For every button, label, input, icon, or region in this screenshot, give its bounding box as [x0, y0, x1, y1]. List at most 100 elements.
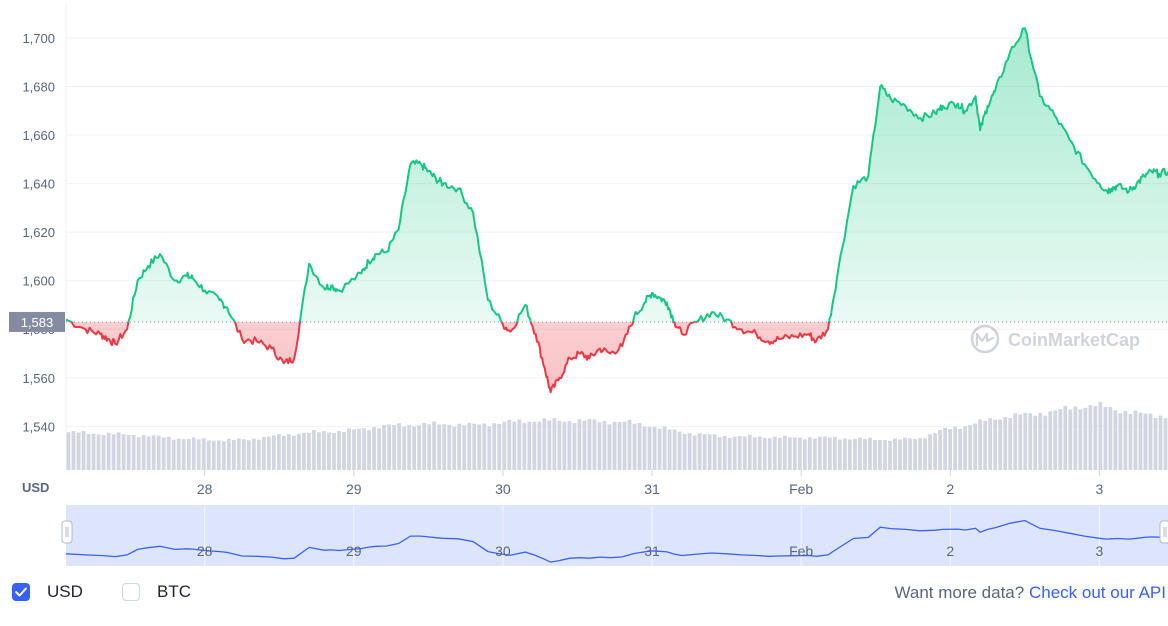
- x-tick-label: 3: [1096, 481, 1104, 497]
- volume-bar: [427, 424, 432, 470]
- volume-bar: [161, 437, 166, 470]
- volume-bar: [507, 419, 512, 470]
- price-chart[interactable]: CoinMarketCap 1,5401,5601,5801,6001,6201…: [0, 0, 1168, 570]
- volume-bar: [802, 439, 807, 470]
- volume-bar: [868, 437, 872, 470]
- volume-bar: [146, 436, 151, 470]
- volume-bar: [878, 439, 882, 470]
- volume-bar: [958, 428, 963, 470]
- volume-bar: [567, 420, 572, 470]
- volume-bar: [307, 432, 311, 470]
- price-chart-svg[interactable]: CoinMarketCap 1,5401,5601,5801,6001,6201…: [0, 0, 1168, 570]
- volume-bar: [883, 440, 887, 470]
- btc-checkbox[interactable]: [122, 583, 140, 601]
- volume-bar: [91, 433, 96, 470]
- volume-bar: [587, 418, 592, 470]
- range-navigator[interactable]: 28 29 30 31 Feb 2 3: [61, 505, 1168, 566]
- navigator-right-handle[interactable]: [1159, 520, 1168, 544]
- navigator-tick-label: 2: [946, 543, 954, 559]
- volume-bar: [1023, 412, 1028, 470]
- volume-bar: [1113, 410, 1118, 470]
- volume-bar: [1158, 415, 1163, 470]
- usd-toggle[interactable]: USD: [12, 582, 83, 602]
- usd-checkbox[interactable]: [12, 583, 30, 601]
- volume-bar: [742, 436, 747, 470]
- volume-bar: [126, 435, 131, 470]
- volume-bar: [131, 434, 136, 470]
- price-area: [66, 28, 1168, 393]
- volume-bar: [151, 435, 156, 470]
- btc-toggle[interactable]: BTC: [122, 582, 191, 602]
- volume-bar: [1063, 406, 1068, 470]
- volume-bar: [858, 437, 862, 470]
- volume-bar: [327, 432, 331, 470]
- volume-bar: [782, 435, 787, 470]
- watermark-text: CoinMarketCap: [1008, 330, 1140, 350]
- volume-bar: [732, 436, 737, 470]
- volume-bar: [772, 436, 777, 470]
- volume-bar: [387, 424, 391, 470]
- volume-bar: [1048, 411, 1053, 470]
- volume-bar: [246, 440, 251, 470]
- volume-bar: [101, 434, 106, 470]
- api-link[interactable]: Check out our API: [1028, 583, 1166, 602]
- volume-bar: [392, 424, 396, 470]
- volume-bar: [1038, 413, 1043, 470]
- volume-bar: [1058, 409, 1063, 470]
- volume-bar: [978, 419, 983, 470]
- volume-bar: [647, 427, 652, 470]
- volume-bar: [752, 437, 757, 470]
- volume-bar: [467, 422, 472, 470]
- volume-bar: [457, 423, 462, 470]
- volume-bar: [662, 426, 667, 470]
- volume-bar: [382, 425, 386, 470]
- volume-bar: [973, 423, 978, 470]
- volume-bar: [827, 437, 832, 470]
- x-tick-label: Feb: [789, 481, 813, 497]
- volume-bar: [702, 434, 707, 470]
- volume-bar: [477, 424, 482, 470]
- volume-bar: [297, 434, 301, 470]
- volume-bar: [231, 439, 236, 470]
- volume-bar: [452, 426, 457, 470]
- volume-bar: [106, 432, 111, 470]
- volume-bar: [312, 430, 316, 470]
- volume-bar: [617, 422, 622, 470]
- volume-bar: [542, 418, 547, 470]
- volume-bar: [462, 425, 467, 470]
- volume-bar: [497, 423, 502, 470]
- volume-bar: [96, 434, 101, 470]
- volume-bar: [657, 428, 662, 470]
- volume-bar: [1123, 411, 1128, 470]
- volume-bar: [342, 431, 346, 470]
- volume-bar: [136, 437, 141, 470]
- volume-bar: [1073, 406, 1078, 470]
- price-line-down: [68, 321, 831, 394]
- volume-bar: [412, 426, 417, 470]
- volume-bar: [1103, 406, 1108, 470]
- volume-bar: [797, 437, 802, 470]
- volume-bar: [933, 433, 937, 470]
- volume-bar: [447, 424, 452, 470]
- volume-bar: [236, 438, 241, 470]
- volume-bar: [572, 423, 577, 470]
- navigator-tick-label: 3: [1096, 543, 1104, 559]
- volume-bar: [903, 437, 907, 470]
- volume-bar: [1008, 418, 1013, 470]
- volume-bar: [998, 419, 1003, 470]
- volume-bar: [913, 439, 917, 470]
- navigator-tick-label: Feb: [789, 543, 813, 559]
- volume-bar: [1098, 401, 1103, 470]
- volume-bar: [993, 419, 998, 470]
- volume-bar: [777, 437, 782, 470]
- volume-bar: [1148, 413, 1153, 470]
- volume-bar: [722, 436, 727, 470]
- volume-bar: [527, 421, 532, 470]
- volume-bar: [266, 436, 271, 470]
- volume-bar: [537, 421, 542, 470]
- volume-bar: [251, 438, 256, 470]
- volume-bar: [632, 423, 637, 470]
- navigator-grid: [204, 505, 1100, 566]
- navigator-left-handle[interactable]: [61, 520, 73, 544]
- chart-footer: USD BTC Want more data? Check out our AP…: [0, 570, 1168, 626]
